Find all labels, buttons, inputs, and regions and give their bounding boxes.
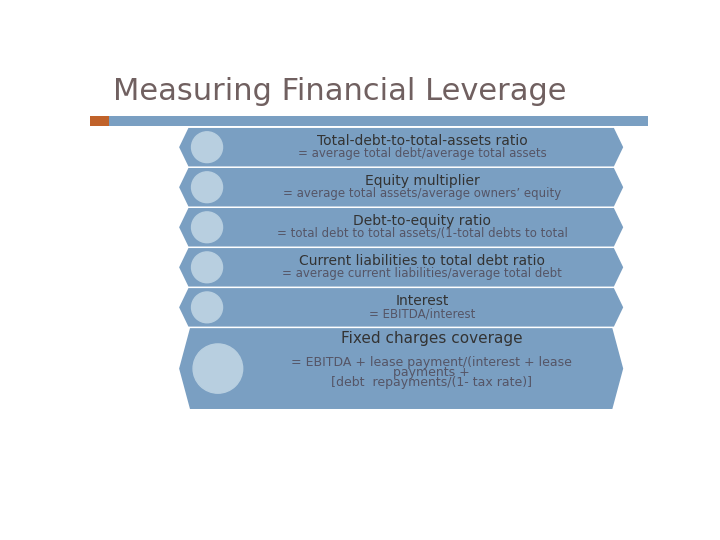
Text: [debt  repayments/(1- tax rate)]: [debt repayments/(1- tax rate)] [331, 376, 532, 389]
Circle shape [192, 172, 222, 202]
Text: = average current liabilities/average total debt: = average current liabilities/average to… [282, 267, 562, 280]
Text: Debt-to-equity ratio: Debt-to-equity ratio [353, 214, 491, 228]
Circle shape [193, 344, 243, 393]
Circle shape [192, 292, 222, 323]
Text: = EBITDA/interest: = EBITDA/interest [369, 307, 475, 320]
Text: Equity multiplier: Equity multiplier [365, 174, 480, 188]
Circle shape [192, 212, 222, 242]
Text: Measuring Financial Leverage: Measuring Financial Leverage [113, 77, 567, 106]
Polygon shape [179, 128, 624, 166]
Polygon shape [179, 328, 624, 409]
Text: Interest: Interest [395, 294, 449, 308]
Polygon shape [179, 208, 624, 247]
Text: Current liabilities to total debt ratio: Current liabilities to total debt ratio [299, 254, 545, 268]
Circle shape [192, 252, 222, 283]
Text: = total debt to total assets/(1-total debts to total: = total debt to total assets/(1-total de… [276, 227, 567, 240]
Polygon shape [179, 288, 624, 327]
Bar [90, 116, 648, 126]
Text: = EBITDA + lease payment/(interest + lease: = EBITDA + lease payment/(interest + lea… [291, 356, 572, 369]
Polygon shape [179, 248, 624, 287]
Text: = average total assets/average owners’ equity: = average total assets/average owners’ e… [283, 187, 561, 200]
Text: = average total debt/average total assets: = average total debt/average total asset… [297, 147, 546, 160]
Bar [90, 116, 109, 126]
Text: Total-debt-to-total-assets ratio: Total-debt-to-total-assets ratio [317, 134, 528, 148]
Text: Fixed charges coverage: Fixed charges coverage [341, 332, 522, 347]
Text: payments +: payments + [393, 366, 469, 379]
Circle shape [192, 132, 222, 163]
Polygon shape [179, 168, 624, 206]
